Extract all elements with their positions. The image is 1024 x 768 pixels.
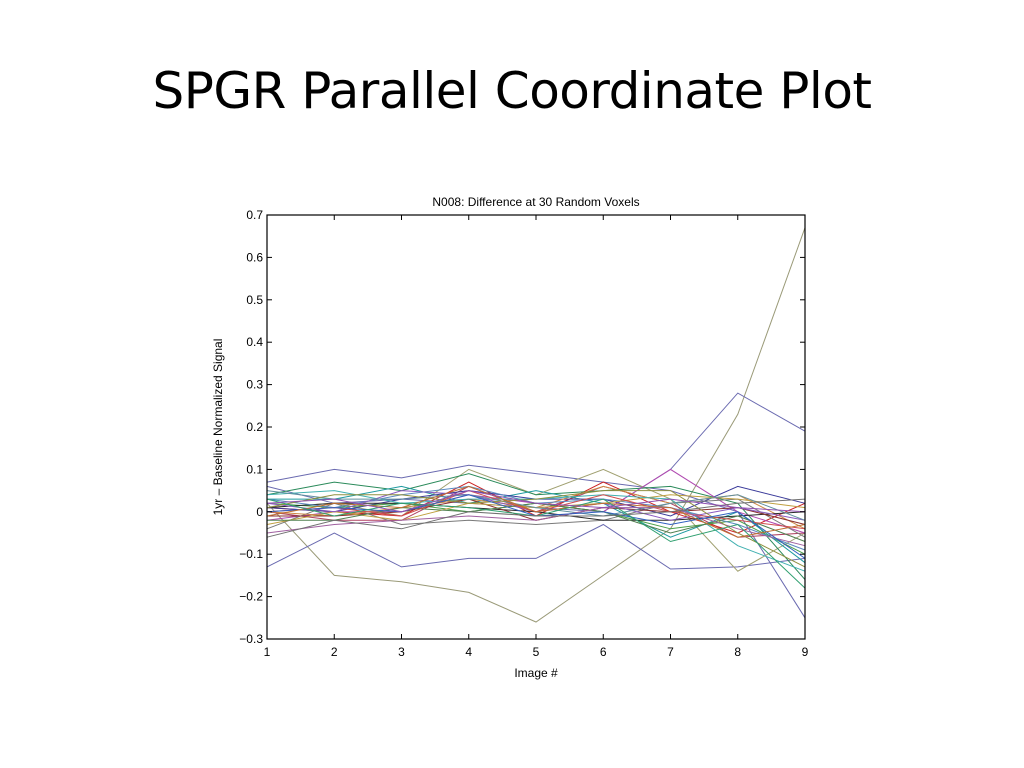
chart-title: N008: Difference at 30 Random Voxels bbox=[432, 195, 639, 209]
x-axis: 1 2 3 4 5 6 7 8 9 bbox=[264, 215, 809, 659]
series-line-29 bbox=[266, 498, 806, 538]
y-tick-label: 0.3 bbox=[246, 378, 263, 392]
y-axis-label: 1yr – Baseline Normalized Signal bbox=[211, 339, 225, 516]
x-tick-label: 7 bbox=[667, 645, 674, 659]
series-line-27 bbox=[266, 485, 806, 538]
plot-frame bbox=[266, 214, 806, 640]
series-layer bbox=[266, 227, 806, 623]
x-tick-label: 9 bbox=[802, 645, 809, 659]
y-axis: 0.7 0.6 0.5 0.4 0.3 0.2 0.1 0 −0.1 −0.2 −0.3 bbox=[239, 208, 805, 646]
series-line-8 bbox=[266, 473, 806, 580]
x-tick-label: 6 bbox=[600, 645, 607, 659]
y-tick-label: −0.2 bbox=[239, 590, 263, 604]
series-line-30 bbox=[266, 490, 806, 513]
x-tick-label: 4 bbox=[465, 645, 472, 659]
line-chart: N008: Difference at 30 Random Voxels 0.7… bbox=[211, 195, 809, 680]
y-tick-label: 0.4 bbox=[246, 335, 263, 349]
series-line-23 bbox=[266, 490, 806, 521]
x-axis-label: Image # bbox=[514, 666, 558, 680]
x-tick-label: 1 bbox=[264, 645, 271, 659]
series-line-1 bbox=[266, 227, 806, 623]
series-line-2 bbox=[266, 392, 806, 513]
series-line-25 bbox=[266, 490, 806, 568]
y-tick-label: −0.3 bbox=[239, 632, 263, 646]
x-tick-label: 3 bbox=[398, 645, 405, 659]
y-tick-label: 0.2 bbox=[246, 420, 263, 434]
slide-title: SPGR Parallel Coordinate Plot bbox=[152, 62, 872, 120]
series-line-4 bbox=[266, 523, 806, 570]
y-tick-label: 0.6 bbox=[246, 250, 263, 264]
y-tick-label: −0.1 bbox=[239, 547, 263, 561]
y-tick-label: 0.5 bbox=[246, 293, 263, 307]
y-tick-label: 0.7 bbox=[246, 208, 263, 222]
y-tick-label: 0.1 bbox=[246, 462, 263, 476]
y-tick-label: 0 bbox=[256, 505, 263, 519]
series-line-3 bbox=[266, 464, 806, 619]
x-tick-label: 5 bbox=[533, 645, 540, 659]
x-tick-label: 8 bbox=[734, 645, 741, 659]
x-tick-label: 2 bbox=[331, 645, 338, 659]
